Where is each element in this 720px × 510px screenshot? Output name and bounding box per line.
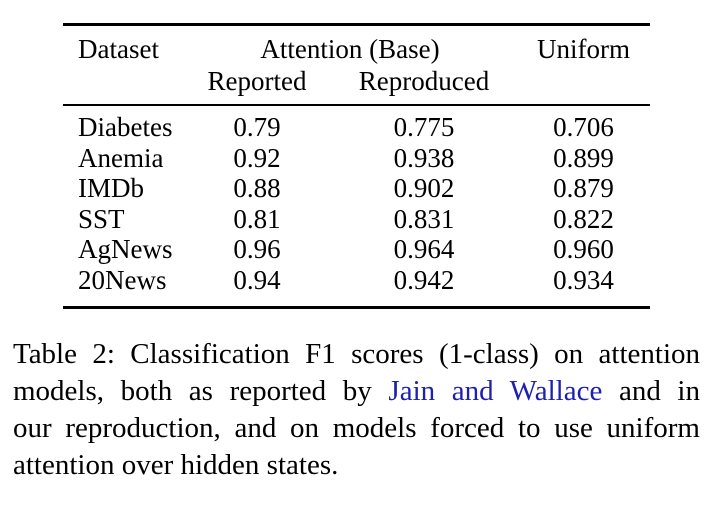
caption-text: and in: [602, 375, 700, 407]
header-reproduced: Reproduced: [331, 65, 517, 106]
caption-line-3: our reproduction, and on models forced t…: [13, 410, 700, 447]
caption-text: our reproduction, and on models forced t…: [13, 412, 700, 444]
header-empty-right: [517, 65, 650, 106]
cell-uniform: 0.706: [553, 112, 614, 142]
cell-reproduced: 0.942: [393, 264, 455, 295]
cell-reported: 0.88: [233, 173, 281, 203]
table-row: 20News 0.94 0.942 0.934: [63, 265, 650, 308]
cell-uniform: 0.960: [553, 234, 614, 264]
cell-reproduced: 0.831: [393, 203, 455, 234]
header-attention-base: Attention (Base): [260, 34, 440, 64]
cell-uniform: 0.822: [553, 203, 614, 234]
caption-text: Table 2: Classification F1 scores (1-cla…: [13, 338, 700, 370]
table-row: Diabetes 0.79 0.775 0.706: [63, 105, 650, 143]
table-row: IMDb 0.88 0.902 0.879: [63, 173, 650, 204]
header-empty-left: [63, 65, 183, 106]
cell-dataset: Anemia: [78, 142, 164, 173]
caption-text: attention over hidden states.: [13, 449, 339, 481]
table-row: Anemia 0.92 0.938 0.899: [63, 143, 650, 174]
cell-uniform: 0.899: [553, 142, 614, 173]
cell-uniform: 0.934: [553, 264, 614, 295]
cell-reproduced: 0.775: [393, 112, 455, 142]
caption-line-2: models, both as reported by Jain and Wal…: [13, 373, 700, 410]
cell-dataset: IMDb: [78, 173, 144, 203]
caption-line-1: Table 2: Classification F1 scores (1-cla…: [13, 336, 700, 373]
caption-line-4: attention over hidden states.: [13, 447, 700, 484]
table-row: SST 0.81 0.831 0.822: [63, 204, 650, 235]
table-header-group-row: Dataset Attention (Base) Uniform: [63, 25, 650, 66]
cell-reported: 0.92: [233, 142, 281, 173]
header-uniform: Uniform: [537, 34, 630, 64]
cell-reproduced: 0.938: [393, 142, 455, 173]
cell-reproduced: 0.964: [393, 234, 455, 264]
cell-reported: 0.79: [233, 112, 281, 142]
cell-uniform: 0.879: [553, 173, 614, 203]
caption-text: models, both as reported by: [13, 375, 389, 407]
table-row: AgNews 0.96 0.964 0.960: [63, 234, 650, 265]
cell-reported: 0.96: [233, 234, 281, 264]
cell-reproduced: 0.902: [393, 173, 455, 203]
cell-dataset: AgNews: [78, 234, 173, 264]
citation-link-jain-wallace[interactable]: Jain and Wallace: [388, 375, 603, 407]
table-header-sub-row: Reported Reproduced: [63, 65, 650, 106]
cell-reported: 0.94: [233, 264, 281, 295]
cell-reported: 0.81: [233, 203, 281, 234]
header-reported: Reported: [183, 65, 331, 106]
table-caption: Table 2: Classification F1 scores (1-cla…: [13, 336, 700, 484]
cell-dataset: SST: [78, 203, 125, 234]
cell-dataset: 20News: [78, 264, 167, 295]
cell-dataset: Diabetes: [78, 112, 173, 142]
header-dataset: Dataset: [78, 34, 159, 64]
f1-scores-table: Dataset Attention (Base) Uniform Reporte…: [63, 23, 650, 309]
